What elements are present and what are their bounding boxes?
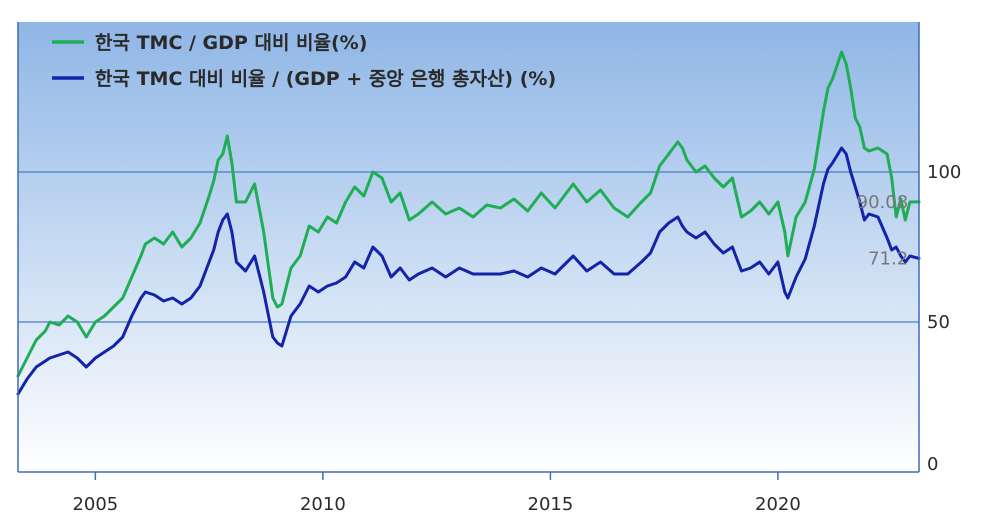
x-tick-label-2010: 2010: [300, 494, 346, 515]
series-line-1: [16, 50, 921, 378]
gridlines: [18, 171, 919, 323]
x-tick-label-2020: 2020: [755, 494, 801, 515]
end-value-label-1: 90.08: [857, 192, 909, 213]
y-tick-label-50: 50: [927, 312, 950, 333]
legend: 한국 TMC / GDP 대비 비율(%) 한국 TMC 대비 비율 / (GDP…: [52, 32, 556, 90]
y-tick-label-100: 100: [927, 162, 961, 183]
legend-label-2: 한국 TMC 대비 비율 / (GDP + 중앙 은행 총자산) (%): [95, 68, 556, 90]
axes: 2005 2010 2015 2020 0 50 100: [17, 22, 961, 515]
end-value-labels: 90.08 71.2: [857, 192, 909, 270]
plot-area: [18, 22, 919, 472]
x-tick-label-2005: 2005: [72, 494, 118, 515]
x-tick-label-2015: 2015: [528, 494, 574, 515]
series-line-2: [16, 146, 921, 396]
end-value-label-2: 71.2: [868, 248, 908, 269]
series-lines: [16, 50, 921, 396]
legend-label-1: 한국 TMC / GDP 대비 비율(%): [95, 32, 367, 54]
y-tick-label-0: 0: [927, 454, 938, 475]
